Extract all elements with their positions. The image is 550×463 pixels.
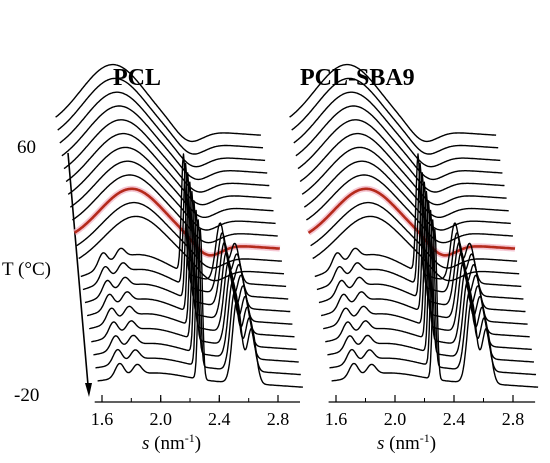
trace-line (316, 162, 524, 300)
trace-highlighted (73, 187, 281, 257)
trace-line (95, 219, 301, 376)
trace-line (91, 200, 297, 351)
trace-line (303, 160, 511, 231)
trace-highlighted (307, 187, 516, 257)
temperature-arrow-head (85, 383, 92, 397)
trace-line (297, 119, 505, 193)
x-ticks-right: 1.6 2.0 2.4 2.8 (325, 395, 525, 429)
trace-line (97, 228, 303, 388)
x-axis-title-right-close: ) (430, 433, 436, 454)
x-axis-title-left-var: s (142, 433, 149, 454)
trace-line (89, 190, 295, 338)
temperature-bottom-label: -20 (14, 385, 39, 406)
trace-line (323, 190, 530, 338)
trace-line (325, 200, 532, 351)
x-tick-label: 1.6 (91, 409, 114, 429)
trace-line (82, 162, 289, 300)
x-axis-title-left: s (nm-1) (142, 431, 201, 454)
x-axis-title-right-unit: (nm (384, 433, 420, 454)
panel-right: PCL-SBA9 1.6 2.0 2.4 2.8 (289, 63, 539, 429)
x-axis-title-right-var: s (377, 433, 384, 454)
trace-line (329, 219, 537, 376)
trace-line (57, 77, 264, 155)
trace-line (293, 91, 501, 168)
trace-line (78, 215, 285, 282)
panel-left: PCL 1.6 2.0 2.4 2.8 (55, 63, 303, 429)
trace-line (314, 153, 522, 288)
trace-line (312, 215, 520, 282)
trace-group-right (289, 63, 539, 388)
trace-line (305, 174, 513, 244)
trace-line (84, 172, 291, 313)
trace-line (76, 201, 282, 269)
temperature-axis: 60 T (°C) -20 (2, 137, 92, 406)
x-axis-title-left-exp: -1 (185, 431, 195, 445)
temperature-arrow-line (67, 152, 89, 386)
x-tick-label: 2.8 (502, 409, 525, 429)
x-axis-title-right: s (nm-1) (377, 431, 436, 454)
trace-line (327, 209, 534, 363)
x-tick-label: 2.0 (149, 409, 172, 429)
trace-line (320, 181, 528, 325)
temperature-top-label: 60 (17, 137, 36, 158)
trace-line (80, 153, 287, 288)
trace-line (55, 63, 261, 143)
trace-line (59, 91, 266, 168)
trace-line (331, 228, 539, 388)
trace-line (63, 119, 270, 193)
trace-line (318, 172, 526, 313)
x-tick-label: 2.4 (208, 409, 231, 429)
panel-title-right: PCL-SBA9 (300, 65, 415, 91)
trace-line (86, 181, 293, 325)
trace-line (295, 105, 503, 181)
x-axis-title-left-close: ) (195, 433, 201, 454)
x-tick-label: 1.6 (325, 409, 348, 429)
trace-line (299, 132, 507, 206)
x-tick-label: 2.0 (384, 409, 407, 429)
trace-line (289, 63, 497, 143)
temperature-axis-title: T (°C) (2, 259, 51, 280)
x-ticks-left: 1.6 2.0 2.4 2.8 (91, 395, 290, 429)
trace-line (65, 132, 272, 206)
trace-line (61, 105, 268, 181)
trace-line (291, 77, 499, 155)
trace-line (67, 146, 274, 218)
trace-line (72, 174, 278, 244)
trace-line (301, 146, 509, 218)
x-axis-title-right-exp: -1 (420, 431, 430, 445)
panel-title-left: PCL (113, 65, 161, 91)
trace-line (310, 201, 518, 269)
trace-line (93, 209, 299, 363)
trace-group-left (55, 63, 303, 388)
x-axis-title-left-unit: (nm (149, 433, 185, 454)
x-tick-label: 2.4 (443, 409, 466, 429)
trace-line (69, 160, 276, 231)
x-tick-label: 2.8 (267, 409, 290, 429)
